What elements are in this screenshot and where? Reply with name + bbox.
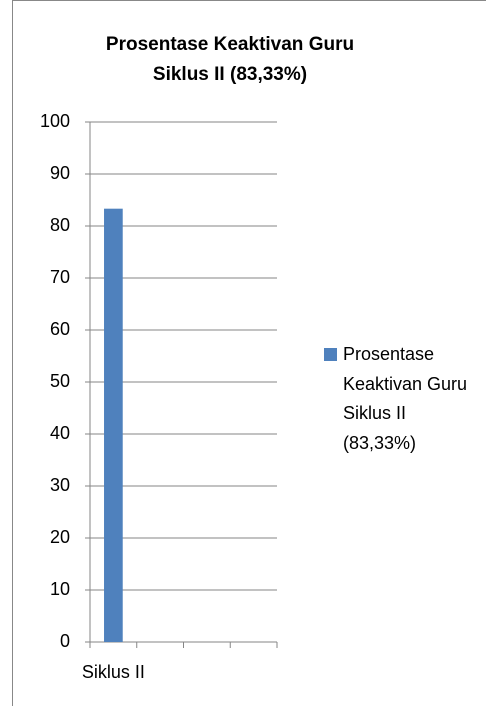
- y-tick-label: 100: [40, 111, 70, 131]
- legend-key: [324, 348, 337, 361]
- y-tick-label: 0: [60, 631, 70, 651]
- y-tick-label: 90: [50, 163, 70, 183]
- y-tick-label: 20: [50, 527, 70, 547]
- y-tick-label: 40: [50, 423, 70, 443]
- chart-title: Prosentase Keaktivan Guru Siklus II (83,…: [105, 34, 355, 85]
- y-tick-label: 70: [50, 267, 70, 287]
- legend-label: Prosentase Keaktivan Guru Siklus II (83,…: [343, 344, 468, 453]
- y-tick-label: 80: [50, 215, 70, 235]
- x-tick-label: Siklus II: [82, 662, 145, 682]
- bar: [104, 208, 123, 642]
- y-tick-label: 50: [50, 371, 70, 391]
- y-tick-label: 30: [50, 475, 70, 495]
- chart-border: [12, 0, 486, 706]
- y-tick-label: 60: [50, 319, 70, 339]
- y-tick-label: 10: [50, 579, 70, 599]
